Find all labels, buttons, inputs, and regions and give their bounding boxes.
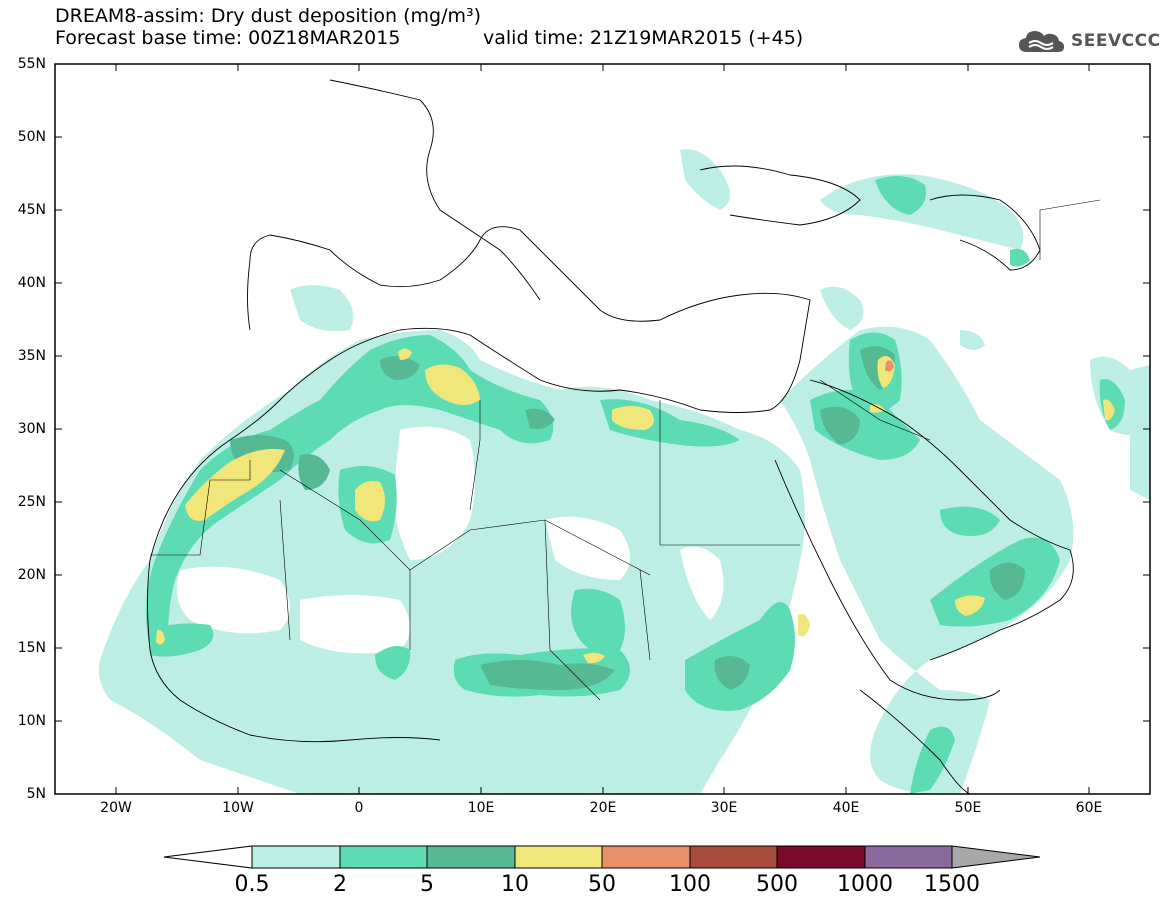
colorbar-bin-6 <box>689 845 778 869</box>
colorbar-bin-8 <box>864 845 953 869</box>
lon-label-30e: 30E <box>710 800 738 816</box>
lat-label-30n: 30N <box>17 421 46 437</box>
lat-label-5n: 5N <box>26 786 46 802</box>
colorbar-low-arrow <box>163 845 253 869</box>
lat-label-50n: 50N <box>17 129 46 145</box>
colorbar-label-100: 100 <box>669 872 711 897</box>
contour-50-100 <box>885 360 894 372</box>
lon-label-40e: 40E <box>832 800 860 816</box>
cloud-icon <box>1019 31 1064 52</box>
lat-label-55n: 55N <box>17 56 46 72</box>
lat-label-15n: 15N <box>17 640 46 656</box>
forecast-base-time: Forecast base time: 00Z18MAR2015 <box>55 27 401 49</box>
lon-label-20w: 20W <box>100 800 132 816</box>
colorbar-label-500: 500 <box>756 872 798 897</box>
lon-label-10w: 10W <box>222 800 254 816</box>
contour-below-0.5 <box>176 426 724 654</box>
colorbar-label-1500: 1500 <box>924 872 980 897</box>
valid-time: valid time: 21Z19MAR2015 (+45) <box>483 27 804 49</box>
colorbar-high-arrow <box>951 845 1041 869</box>
colorbar-bin-7 <box>776 845 866 869</box>
colorbar-label-5: 5 <box>420 872 434 897</box>
colorbar-label-50: 50 <box>588 872 616 897</box>
lat-label-40n: 40N <box>17 275 46 291</box>
colorbar <box>163 845 1041 869</box>
lon-label-0: 0 <box>354 800 364 816</box>
lat-label-20n: 20N <box>17 567 46 583</box>
map-title: DREAM8-assim: Dry dust deposition (mg/m³… <box>55 5 482 27</box>
lat-label-35n: 35N <box>17 348 46 364</box>
map-field <box>55 64 1150 794</box>
colorbar-bin-4 <box>514 845 603 869</box>
colorbar-bin-3 <box>426 845 516 869</box>
logo-text: SEEVCCC <box>1071 31 1161 51</box>
lon-label-50e: 50E <box>954 800 982 816</box>
colorbar-label-1000: 1000 <box>837 872 893 897</box>
lon-label-20e: 20E <box>589 800 617 816</box>
contour-10-50 <box>156 348 1115 664</box>
colorbar-bin-1 <box>251 845 341 869</box>
lat-label-10n: 10N <box>17 713 46 729</box>
lat-label-45n: 45N <box>17 202 46 218</box>
seevccc-logo: SEEVCCC <box>1017 26 1161 56</box>
lon-label-60e: 60E <box>1075 800 1103 816</box>
colorbar-label-0.5: 0.5 <box>234 872 270 897</box>
colorbar-bin-5 <box>601 845 691 869</box>
colorbar-label-10: 10 <box>501 872 529 897</box>
colorbar-label-2: 2 <box>333 872 347 897</box>
country-borders <box>150 199 1101 701</box>
axis-ticks <box>55 63 1150 794</box>
coastlines <box>147 79 1074 794</box>
colorbar-bin-2 <box>339 845 428 869</box>
lon-label-10e: 10E <box>467 800 495 816</box>
lat-label-25n: 25N <box>17 494 46 510</box>
